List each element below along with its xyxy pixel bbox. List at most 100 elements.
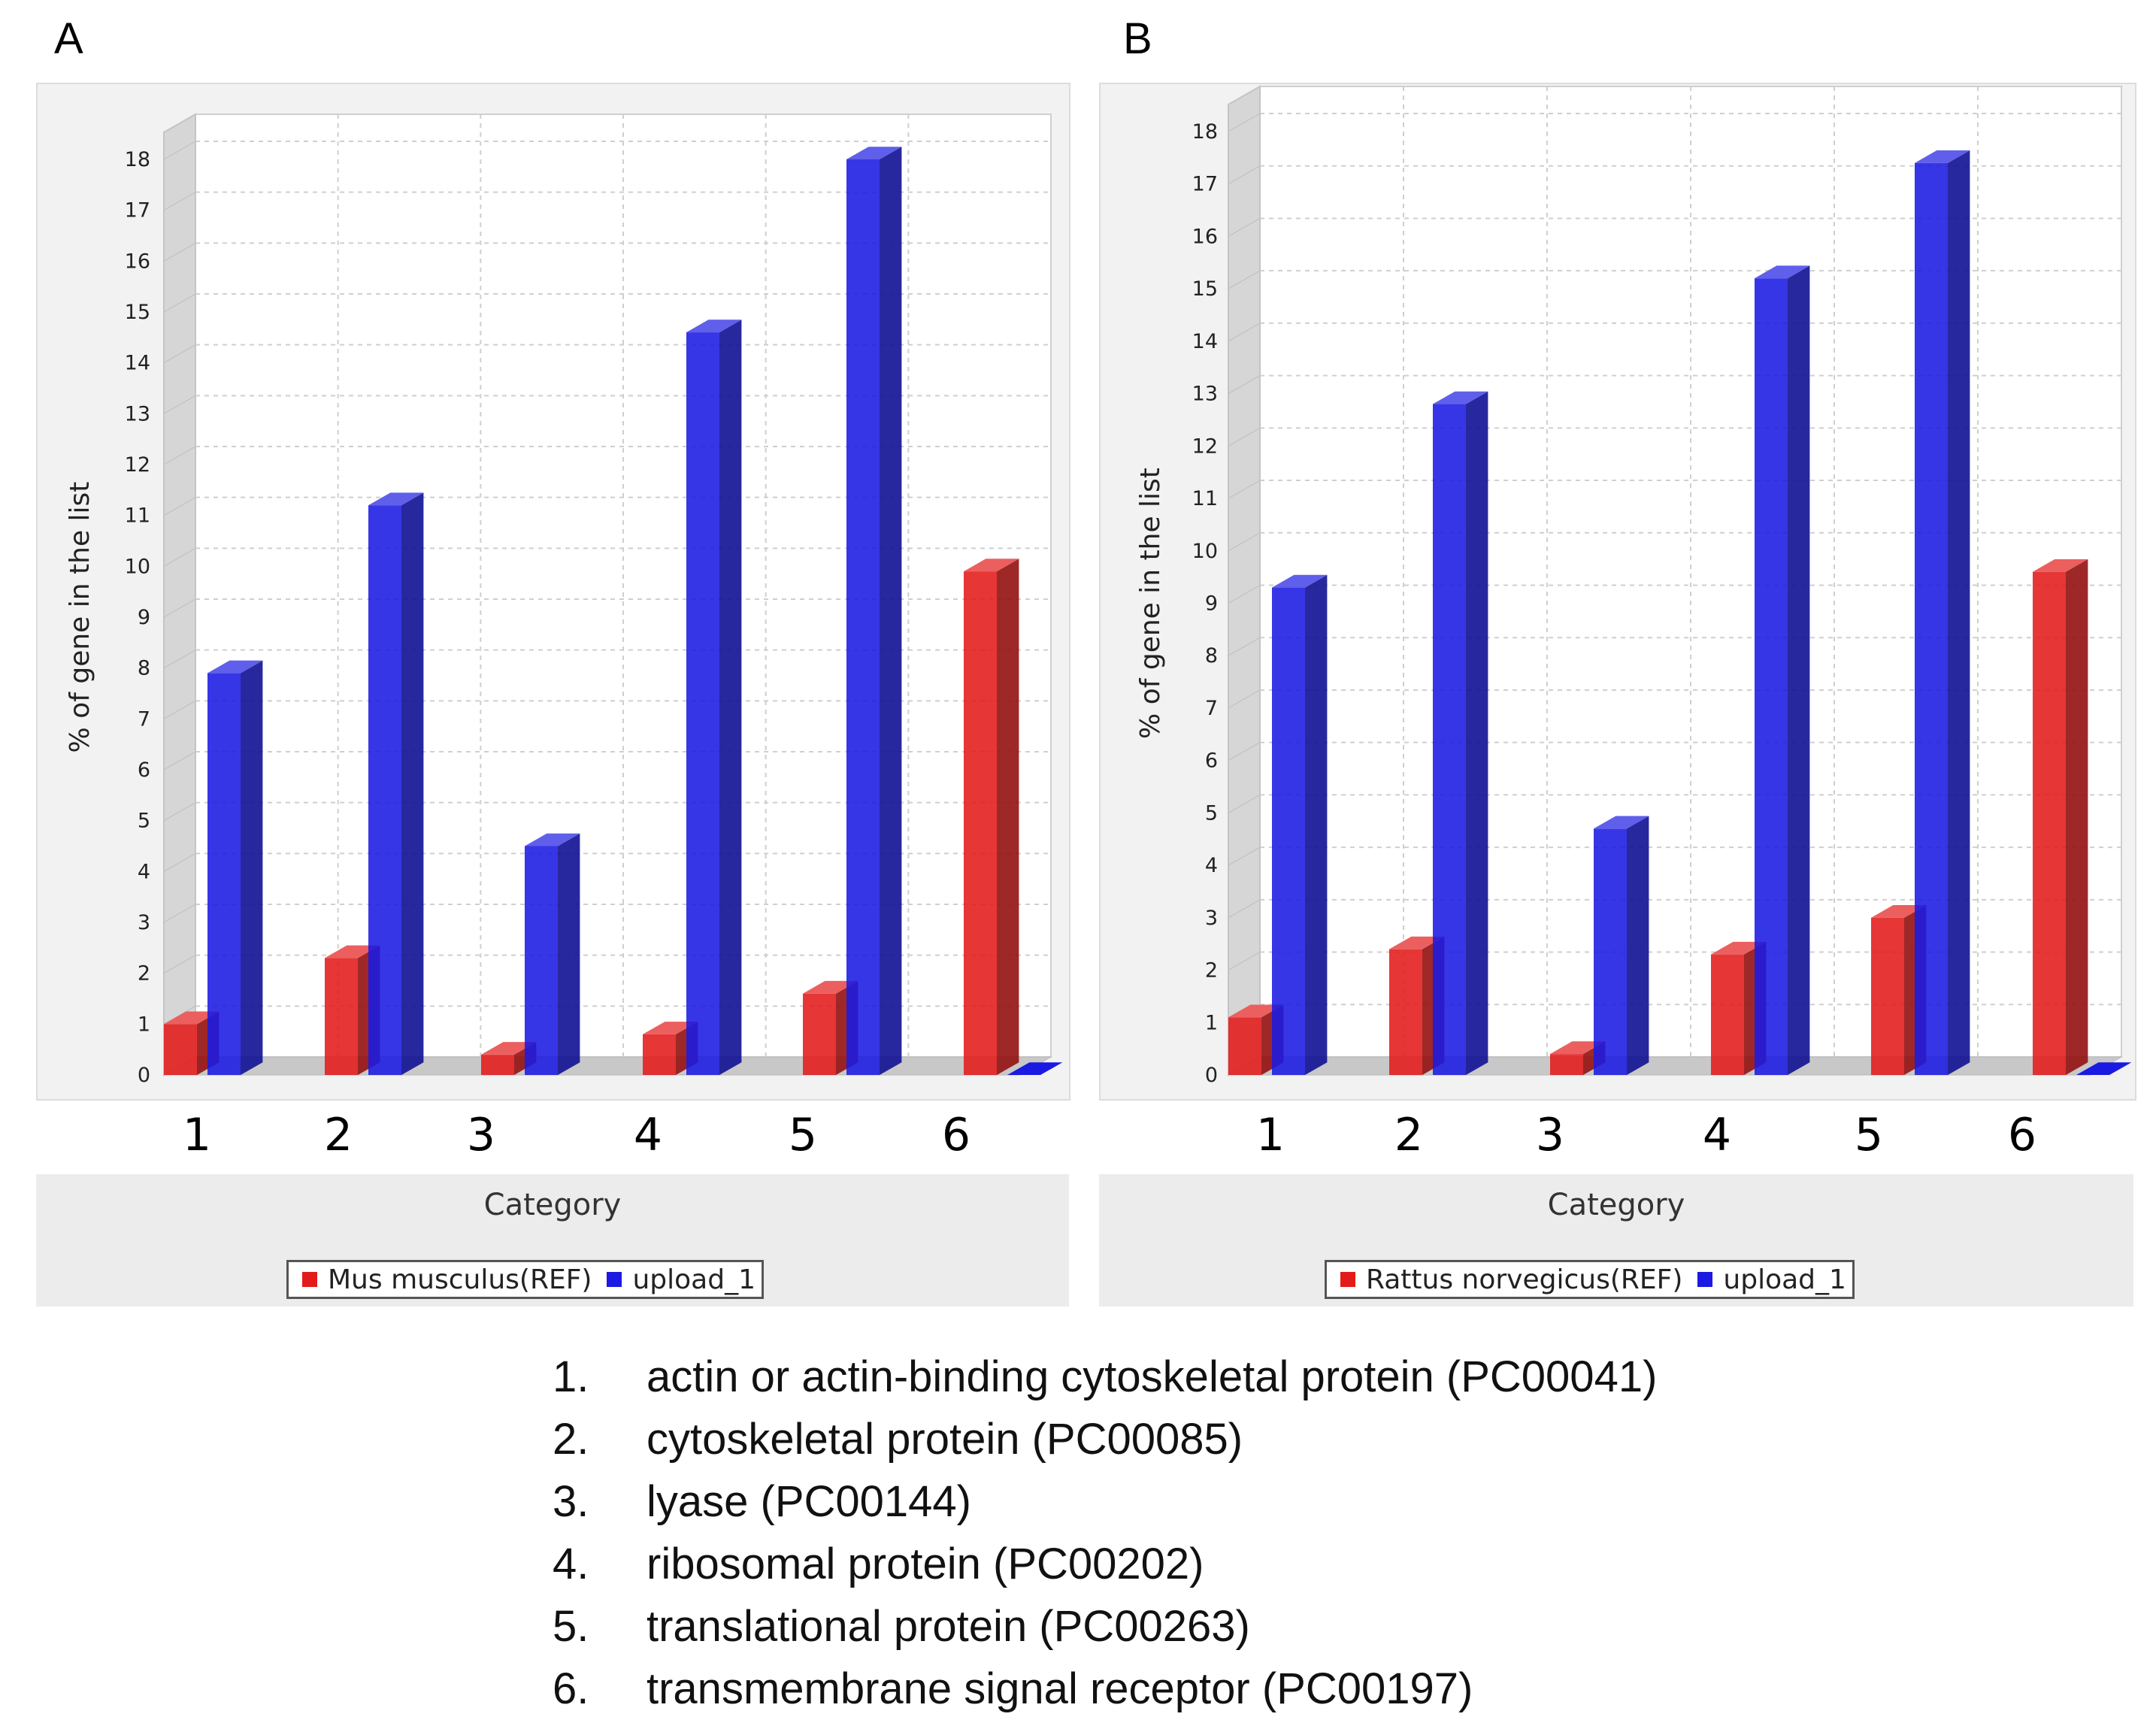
y-gridline-side: [1228, 322, 1261, 342]
legend-label-ref-a: Mus musculus(REF): [328, 1264, 592, 1295]
bar-ref-front: [2033, 571, 2066, 1075]
x-category-label: 2: [324, 1109, 353, 1161]
y-tick-label: 3: [1205, 907, 1218, 930]
bar-ref-side: [997, 559, 1019, 1075]
category-key-text: actin or actin-binding cytoskeletal prot…: [646, 1352, 1658, 1401]
y-gridline-side: [163, 852, 196, 872]
bar-upload-front: [1915, 162, 1948, 1075]
y-tick-label: 8: [138, 657, 150, 680]
y-tick-label: 13: [125, 402, 150, 425]
bar-upload: [368, 492, 424, 1075]
category-key-number: 5.: [553, 1602, 589, 1651]
y-gridline-side: [1228, 427, 1261, 447]
bar-upload-side: [558, 833, 580, 1075]
bar-ref-top: [964, 559, 1019, 572]
y-gridline-side: [163, 344, 196, 364]
bar-upload-top: [686, 319, 742, 333]
y-gridline-side: [163, 598, 196, 618]
legend-entry-upload-a: upload_1: [599, 1264, 756, 1295]
bar-upload: [1755, 265, 1810, 1076]
bar-ref-front: [643, 1034, 676, 1075]
bar-ref-front: [803, 993, 836, 1075]
bar-upload-top: [1433, 391, 1488, 404]
y-gridline-side: [1228, 585, 1261, 604]
x-axis-label-area-a: Category Mus musculus(REF) upload_1: [36, 1174, 1069, 1307]
plot-floor: [1227, 1056, 2123, 1076]
y-gridline-side: [1228, 846, 1261, 866]
legend-label-upload-a: upload_1: [632, 1264, 756, 1295]
x-category-label: 3: [1536, 1109, 1564, 1161]
legend-swatch-ref-a: [302, 1272, 317, 1287]
y-gridline-side: [163, 141, 196, 160]
bar-ref-front: [1711, 954, 1744, 1075]
bar-upload-zero: [1007, 1062, 1063, 1075]
y-gridline-side: [1228, 113, 1261, 132]
legend-b: Rattus norvegicus(REF) upload_1: [1325, 1260, 1855, 1299]
legend-swatch-upload-a: [607, 1272, 622, 1287]
bar-upload-front: [1433, 404, 1466, 1075]
y-gridline-side: [163, 955, 196, 974]
y-tick-label: 7: [1205, 697, 1218, 720]
legend-entry-ref-a: Mus musculus(REF): [295, 1264, 592, 1295]
y-axis-title: % of gene in the list: [1135, 468, 1166, 739]
bar-upload: [686, 319, 742, 1076]
bar-ref-top: [803, 980, 858, 994]
y-tick-label: 5: [1205, 801, 1218, 825]
y-tick-label: 18: [1192, 120, 1218, 144]
x-axis-label-b: Category: [1547, 1188, 1685, 1222]
x-category-label: 4: [634, 1109, 662, 1161]
category-key-item: 4. ribosomal protein (PC00202): [553, 1533, 1657, 1595]
chart-panel-a: A 0 1 2 3 4 5 6 7 8 9 10 11 12 13 14 15 16 17 18% of gene …: [0, 0, 1078, 1323]
plot-floor: [162, 1056, 1052, 1076]
category-key-text: lyase (PC00144): [646, 1477, 971, 1526]
bar-ref-top: [1711, 941, 1767, 955]
y-gridline-side: [1228, 742, 1261, 762]
y-tick-label: 11: [1192, 487, 1218, 510]
category-key-text: ribosomal protein (PC00202): [646, 1540, 1204, 1588]
bar-ref-top: [325, 945, 380, 958]
x-category-label: 6: [2008, 1109, 2036, 1161]
y-tick-label: 4: [1205, 854, 1218, 877]
bar-ref-top: [1389, 936, 1445, 949]
y-tick-label: 18: [125, 148, 150, 171]
bar-upload-top: [1755, 265, 1810, 279]
bar-upload-top: [1272, 574, 1328, 588]
y-tick-label: 12: [1192, 435, 1218, 458]
bar-ref-front: [1550, 1054, 1583, 1075]
legend-label-upload-b: upload_1: [1723, 1264, 1846, 1295]
y-gridline-side: [1228, 899, 1261, 919]
y-gridline-side: [163, 192, 196, 211]
chart-panel-b: B 0 1 2 3 4 5 6 7 8 9 10 11 12 13 14 15 16 17 18% of gene …: [1078, 0, 2156, 1323]
y-gridline-side: [1228, 532, 1261, 552]
x-axis-label-a: Category: [483, 1188, 622, 1222]
bar-upload-front: [207, 673, 241, 1075]
bar-upload-side: [1788, 265, 1810, 1075]
y-gridline-side: [1228, 165, 1261, 185]
y-gridline-side: [163, 751, 196, 771]
bar-ref-top: [2033, 559, 2088, 572]
bar-ref-front: [481, 1054, 514, 1075]
y-tick-label: 2: [1205, 959, 1218, 983]
y-tick-label: 6: [138, 758, 150, 782]
y-tick-label: 7: [138, 707, 150, 731]
panel-label-a: A: [54, 14, 83, 63]
category-key-number: 3.: [553, 1477, 589, 1526]
bar-ref-front: [1228, 1017, 1261, 1075]
bar-upload-top: [368, 492, 424, 506]
category-key-item: 3. lyase (PC00144): [553, 1470, 1657, 1533]
y-tick-label: 16: [1192, 225, 1218, 248]
y-tick-label: 0: [1205, 1064, 1218, 1087]
y-tick-label: 8: [1205, 644, 1218, 668]
y-tick-label: 17: [125, 199, 150, 223]
bar-upload-side: [880, 147, 902, 1076]
bar-ref-front: [964, 571, 997, 1075]
x-category-label: 5: [1855, 1109, 1883, 1161]
y-tick-label: 17: [1192, 173, 1218, 196]
bar-upload-side: [1305, 574, 1328, 1075]
plot-side-wall: [1228, 85, 1261, 1076]
y-gridline-side: [1228, 689, 1261, 709]
y-tick-label: 6: [1205, 749, 1218, 773]
bar-ref: [964, 559, 1019, 1075]
